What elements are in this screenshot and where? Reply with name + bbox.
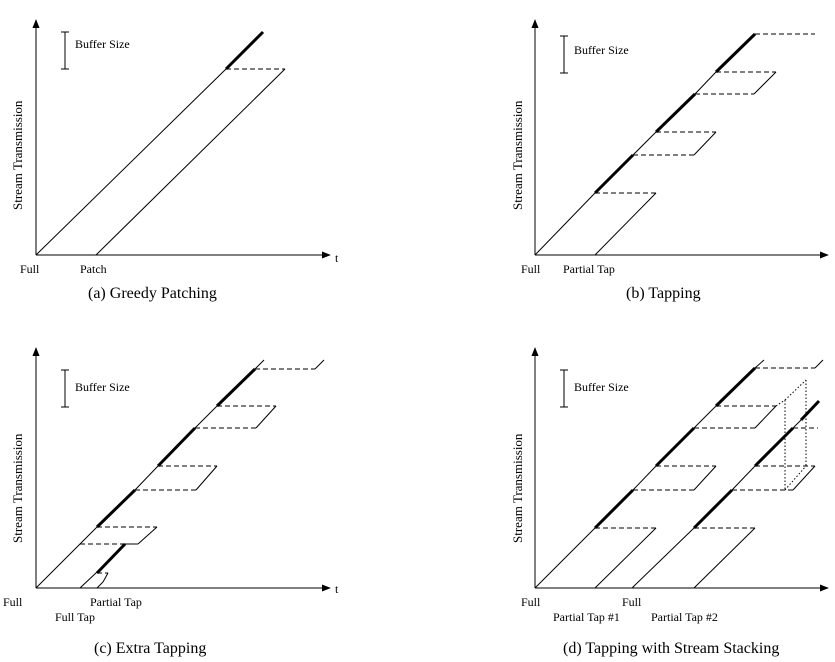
stream-stacking-box-d (775, 379, 807, 491)
label-full-a: Full (20, 262, 40, 276)
buffer-size-indicator-a (61, 31, 69, 70)
buffer-size-indicator-d (560, 369, 568, 408)
y-axis-label-d: Stream Transmission (510, 433, 525, 543)
y-axis-label-c: Stream Transmission (10, 433, 25, 543)
y-axis-label-b: Stream Transmission (510, 100, 525, 210)
partial-tap-1-stream-d (594, 527, 657, 589)
panel-d: Stream Transmission Buffer Size (510, 347, 829, 657)
caption-a: (a) Greedy Patching (88, 285, 217, 302)
x-axis-label-c: t (335, 582, 339, 596)
label-full-c: Full (3, 595, 23, 609)
label-full-2-d: Full (622, 595, 642, 609)
partial-tap-stream-b (594, 192, 657, 256)
x-axis-label-a: t (335, 251, 339, 265)
panel-c: t Stream Transmission Buffer Size (3, 347, 339, 657)
full-stream-c (35, 526, 98, 589)
label-patch-a: Patch (80, 262, 107, 276)
buffer-size-label-d: Buffer Size (574, 380, 629, 394)
buffer-size-indicator-c (61, 369, 69, 408)
caption-b: (b) Tapping (626, 285, 701, 302)
patch-stream-a (95, 68, 286, 256)
label-partial-tap-1-d: Partial Tap #1 (553, 610, 620, 624)
label-full-1-d: Full (521, 595, 541, 609)
label-partial-tap-c: Partial Tap (90, 595, 142, 609)
full-stream-b (534, 192, 596, 256)
y-axis-label-a: Stream Transmission (10, 100, 25, 210)
caption-d: (d) Tapping with Stream Stacking (563, 640, 779, 657)
partial-tap-2-stream-d (693, 527, 756, 589)
full-stream-1-d (534, 527, 596, 589)
full-stream-a (35, 68, 227, 256)
label-full-b: Full (521, 262, 541, 276)
label-partial-tap-2-d: Partial Tap #2 (651, 610, 718, 624)
partial-tap-stream-c (96, 581, 104, 589)
buffer-size-indicator-b (560, 35, 568, 74)
buffer-size-label-b: Buffer Size (574, 43, 629, 57)
label-partial-tap-b: Partial Tap (563, 262, 615, 276)
buffer-size-label-c: Buffer Size (75, 380, 130, 394)
panel-a: t Stream Transmission Buffer Size Full P… (10, 19, 339, 302)
full-stream-tapped-a (224, 30, 265, 71)
full-tap-stream-c (79, 571, 98, 589)
label-full-tap-c: Full Tap (55, 610, 95, 624)
panel-b: Stream Transmission Buffer Size Full Par… (510, 19, 829, 302)
buffer-size-label-a: Buffer Size (75, 37, 130, 51)
caption-c: (c) Extra Tapping (94, 640, 206, 657)
full-stream-2-d (631, 527, 695, 589)
